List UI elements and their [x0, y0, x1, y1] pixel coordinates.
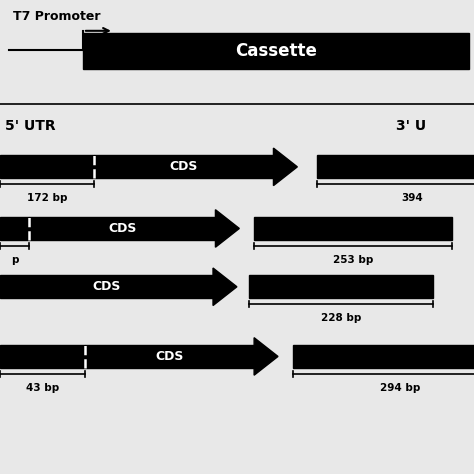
Text: Cassette: Cassette [235, 42, 317, 60]
Text: 172 bp: 172 bp [27, 193, 67, 203]
Text: 294 bp: 294 bp [380, 383, 420, 392]
Bar [83, 33, 469, 69]
Bar [249, 275, 433, 298]
Bar [84, 345, 254, 368]
Text: 5' UTR: 5' UTR [5, 118, 55, 133]
Polygon shape [254, 337, 278, 375]
Bar [0, 217, 29, 240]
Text: CDS: CDS [108, 222, 137, 235]
Bar [94, 155, 273, 178]
Text: 3' U: 3' U [396, 118, 426, 133]
Text: CDS: CDS [92, 280, 121, 293]
Text: CDS: CDS [170, 160, 198, 173]
Bar [0, 345, 84, 368]
Text: 43 bp: 43 bp [26, 383, 59, 392]
Bar [29, 217, 215, 240]
Text: 394: 394 [401, 193, 423, 203]
Text: p: p [11, 255, 18, 264]
Bar [0, 275, 213, 298]
Polygon shape [273, 148, 297, 186]
Text: CDS: CDS [155, 350, 183, 363]
Text: 228 bp: 228 bp [321, 313, 361, 323]
Bar [254, 217, 452, 240]
Polygon shape [215, 210, 239, 247]
Text: T7 Promoter: T7 Promoter [13, 10, 100, 23]
Bar [292, 345, 474, 368]
Bar [317, 155, 474, 178]
Bar [0, 155, 94, 178]
Polygon shape [213, 268, 237, 306]
Text: 253 bp: 253 bp [333, 255, 373, 264]
